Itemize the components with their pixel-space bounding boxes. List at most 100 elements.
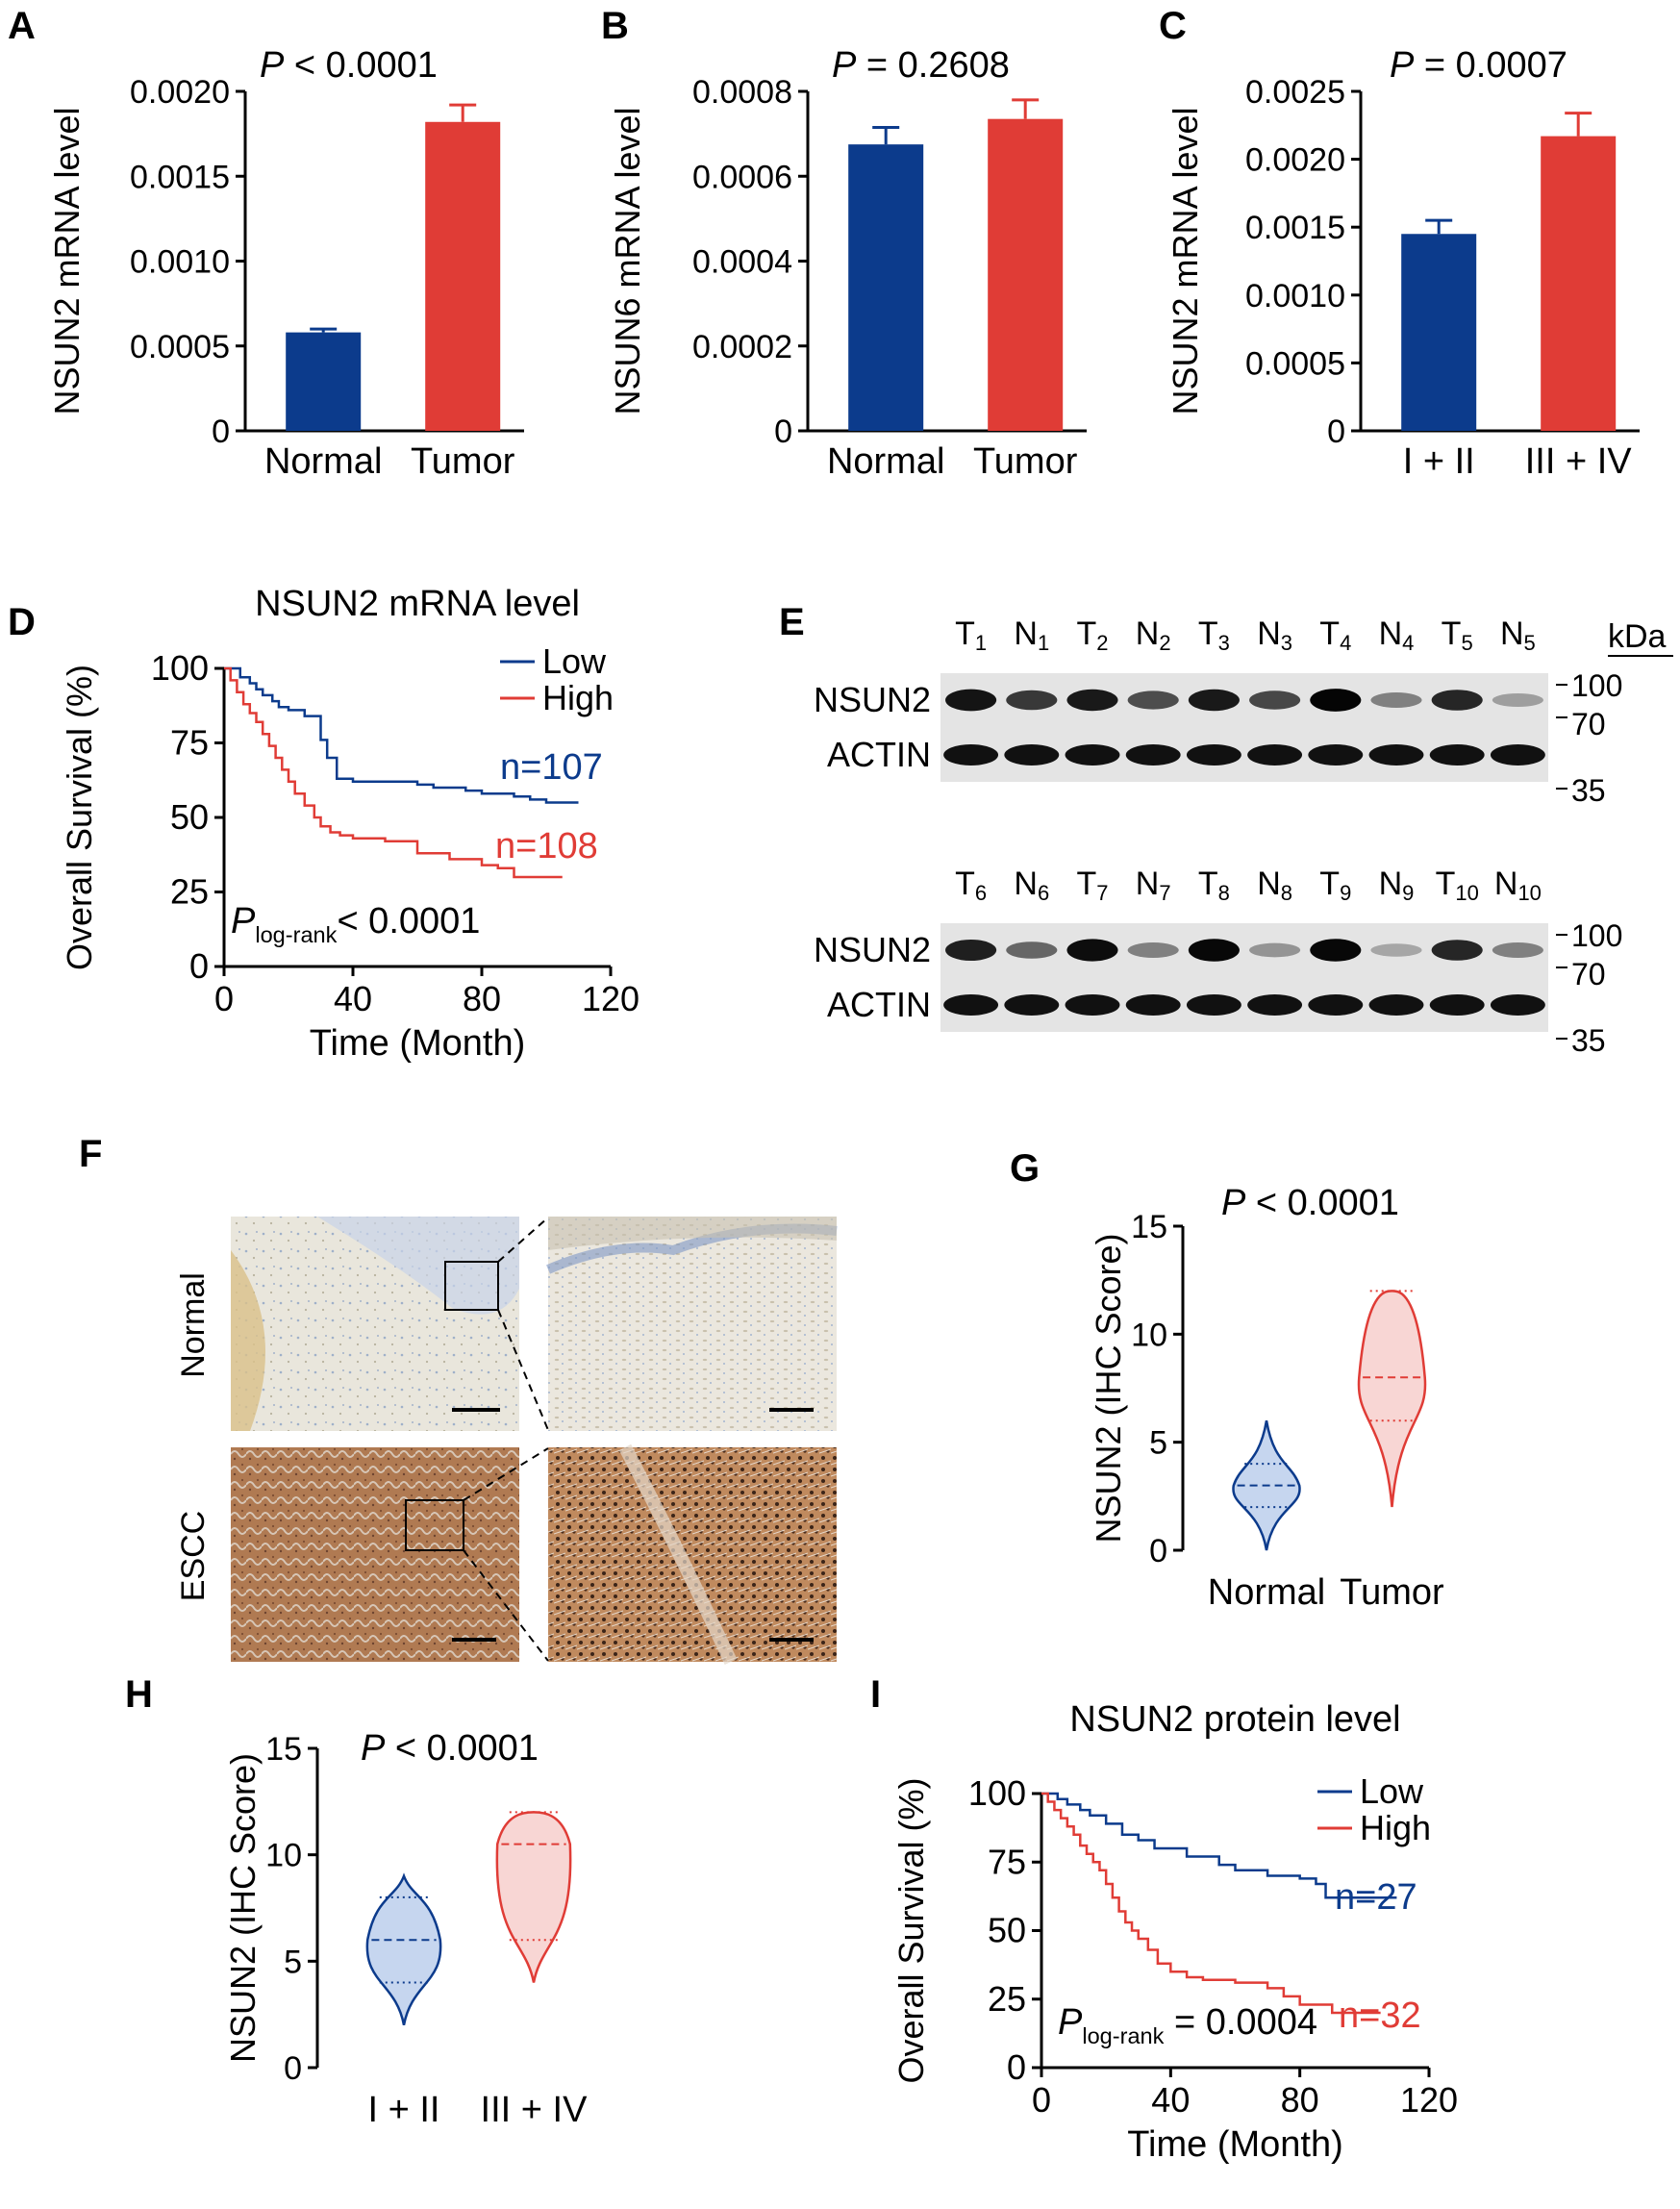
ihc-row-label-escc: ESCC <box>175 1511 212 1601</box>
y-tick-label: 15 <box>1131 1209 1167 1245</box>
km-curve-low <box>224 666 579 804</box>
lane-label: N1 <box>1014 615 1049 655</box>
lane-label: T7 <box>1076 866 1108 905</box>
x-category-label: Tumor <box>1340 1572 1444 1613</box>
band-actin <box>1368 744 1424 766</box>
x-category-label: I + II <box>368 2090 440 2130</box>
band-actin <box>1490 744 1545 766</box>
x-tick-label: 80 <box>1281 2080 1319 2120</box>
lane-label: N5 <box>1500 615 1536 655</box>
n-label-high: n=32 <box>1339 1996 1421 2036</box>
y-tick-label: 0.0010 <box>1245 278 1345 314</box>
x-axis-title: Time (Month) <box>310 1023 526 1064</box>
panel-label-b: B <box>601 5 629 47</box>
legend-label-low: Low <box>1360 1771 1424 1811</box>
marker-label: 70 <box>1571 957 1606 992</box>
y-axis-title: NSUN2 mRNA level <box>47 107 87 414</box>
y-tick-label: 0.0008 <box>692 74 792 111</box>
panel-label-f: F <box>79 1133 102 1175</box>
zoom-connector <box>463 1447 549 1501</box>
y-tick-label: 0.0025 <box>1245 74 1345 111</box>
km-curve-high <box>224 666 563 879</box>
band-nsun2 <box>1249 690 1301 710</box>
band-actin <box>1004 744 1060 766</box>
band-actin <box>1308 744 1364 766</box>
y-tick-label: 0.0006 <box>692 159 792 195</box>
western-blot: T1 N1 T2 N2 T3 N3 T4 N4 T5 N5 NSUN2 ACTIN 100 70 35 T6 N… <box>814 615 1673 1058</box>
lane-label: T5 <box>1442 615 1473 655</box>
lane-label: N10 <box>1494 866 1542 905</box>
panel-label-g: G <box>1010 1147 1040 1190</box>
bar-normal <box>286 332 362 431</box>
lane-label: T10 <box>1436 866 1479 905</box>
band-nsun2 <box>1370 943 1422 957</box>
km-curve-low <box>1041 1792 1397 1899</box>
legend-label-low: Low <box>542 641 607 681</box>
zoom-connector <box>497 1217 549 1263</box>
bar-i-ii <box>1401 234 1477 431</box>
x-category-label: Tumor <box>411 441 515 482</box>
y-axis-title: NSUN6 mRNA level <box>608 107 647 414</box>
y-axis-title: Overall Survival (%) <box>891 1777 931 2083</box>
band-label-nsun2: NSUN2 <box>814 680 931 719</box>
band-label-actin: ACTIN <box>827 735 931 774</box>
band-actin <box>1429 994 1485 1016</box>
x-category-label: III + IV <box>481 2090 589 2130</box>
marker-label: 100 <box>1571 918 1622 953</box>
chart-title: NSUN2 protein level <box>1069 1699 1400 1740</box>
lane-label: N3 <box>1257 615 1292 655</box>
lane-label: N6 <box>1014 866 1049 905</box>
band-actin <box>1247 994 1303 1016</box>
band-actin <box>1065 994 1120 1016</box>
band-actin <box>1186 994 1241 1016</box>
ihc-normal-zoom-box <box>444 1261 499 1311</box>
y-tick-label: 0 <box>284 2050 302 2087</box>
band-actin <box>1065 744 1120 766</box>
y-tick-label: 0.0015 <box>130 159 230 195</box>
panel-label-h: H <box>125 1673 153 1716</box>
y-axis-title: NSUN2 mRNA level <box>1166 107 1205 414</box>
x-tick-label: 120 <box>1400 2080 1458 2120</box>
x-category-label: Normal <box>827 441 944 482</box>
lane-label: T9 <box>1319 866 1351 905</box>
bar-tumor <box>988 118 1064 432</box>
chart-title: NSUN2 mRNA level <box>255 584 580 624</box>
band-actin <box>1125 744 1181 766</box>
chart-a-nsun2-mrna-bar: 0 0.0005 0.0010 0.0015 0.0020 Normal Tumor NSUN… <box>47 45 524 482</box>
kda-label: kDa <box>1608 618 1667 655</box>
band-actin <box>943 744 999 766</box>
x-tick-label: 120 <box>582 979 639 1018</box>
y-tick-label: 0 <box>212 414 230 450</box>
bar-normal <box>848 144 924 431</box>
legend-label-high: High <box>542 678 614 717</box>
band-nsun2 <box>1006 941 1058 959</box>
y-tick-label: 0 <box>774 414 792 450</box>
band-actin <box>943 994 999 1016</box>
y-tick-label: 0.0010 <box>130 244 230 281</box>
chart-c-nsun2-stage-bar: 0 0.0005 0.0010 0.0015 0.0020 0.0025 I + II III… <box>1166 45 1640 482</box>
lane-label: T2 <box>1076 615 1108 655</box>
band-actin <box>1368 994 1424 1016</box>
y-tick-label: 10 <box>265 1838 302 1874</box>
band-nsun2 <box>1066 689 1118 712</box>
x-tick-label: 80 <box>463 979 501 1018</box>
y-tick-label: 0.0020 <box>130 74 230 111</box>
y-tick-label: 15 <box>265 1731 302 1768</box>
legend-label-high: High <box>1360 1808 1431 1847</box>
y-tick-label: 50 <box>170 797 209 837</box>
chart-i-km-protein: 0 25 50 75 100 0 40 80 120 Low n=27 High n=32 NSUN2 p… <box>891 1699 1458 2165</box>
band-nsun2 <box>1249 942 1301 958</box>
ihc-escc-high-mag <box>548 1447 837 1662</box>
x-category-label: Tumor <box>973 441 1078 482</box>
ihc-panel: Normal ESCC <box>175 1217 838 1665</box>
band-actin <box>1490 994 1545 1016</box>
x-category-label: III + IV <box>1525 441 1633 482</box>
band-nsun2 <box>1188 689 1240 712</box>
y-tick-label: 0.0004 <box>692 244 792 281</box>
p-value-label: P < 0.0001 <box>260 45 438 86</box>
x-category-label: Normal <box>1208 1572 1325 1613</box>
band-nsun2 <box>1066 939 1118 962</box>
y-tick-label: 75 <box>170 723 209 763</box>
y-tick-label: 75 <box>988 1842 1026 1881</box>
y-tick-label: 25 <box>988 1979 1026 2019</box>
